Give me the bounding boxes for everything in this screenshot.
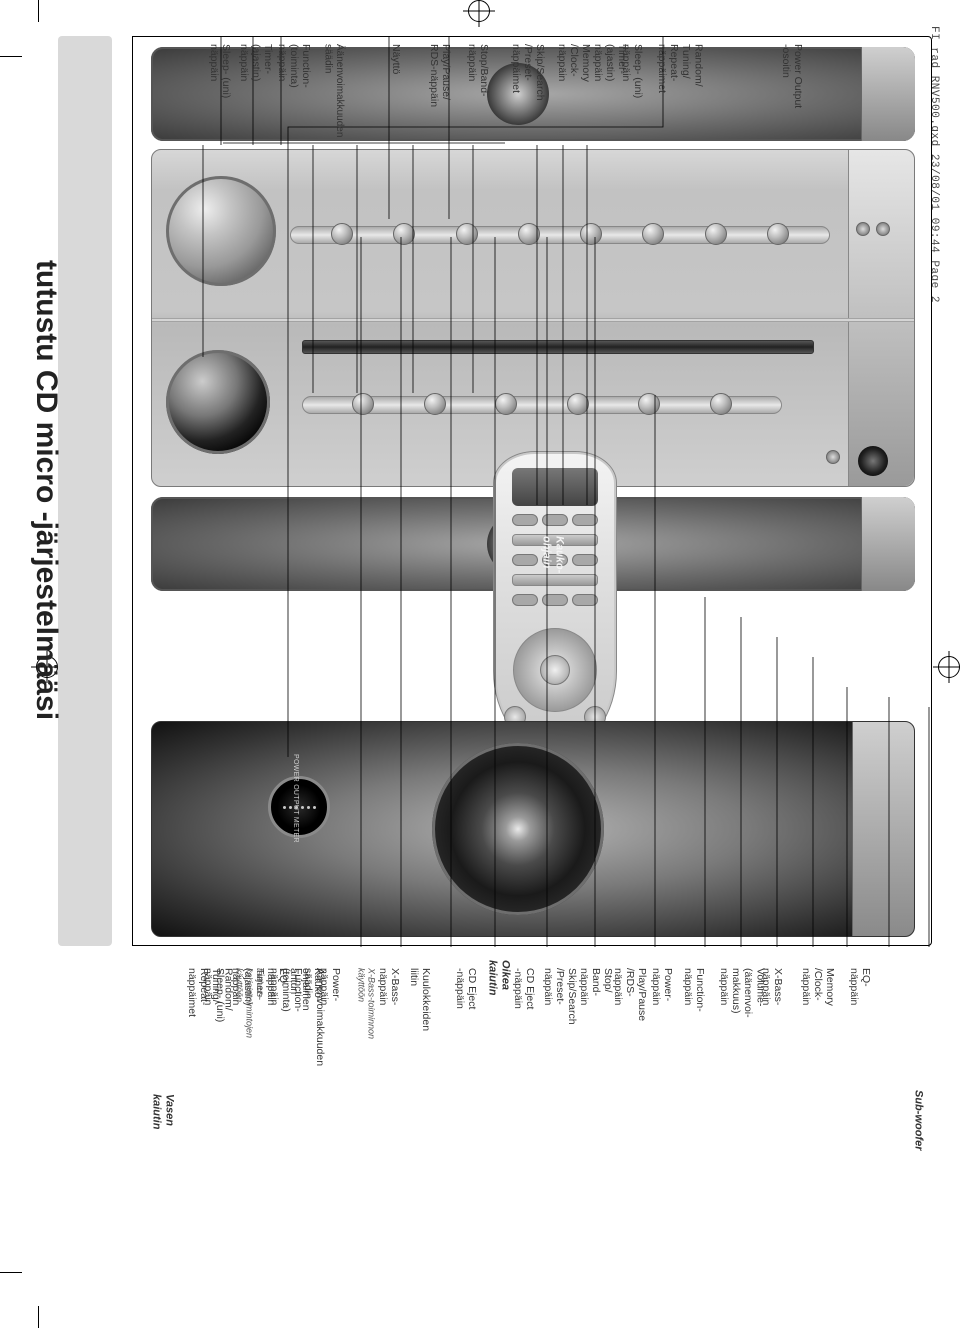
remote-button	[512, 514, 538, 526]
unit-button	[518, 223, 540, 245]
page-title: tutustu CD micro -järjestelmääsi	[29, 260, 63, 720]
label-stopband: Stop/Band-näppäin	[466, 44, 490, 97]
legend-remote: Kauko-ohjain	[540, 536, 565, 573]
remote-button	[512, 554, 538, 566]
legend-subwoofer: Sub-woofer	[912, 1090, 925, 1151]
label-r-skip: Skip/Search/Preset-näppäin	[542, 968, 578, 1025]
unit-button	[638, 393, 660, 415]
label-power: Power-näppäin	[318, 968, 342, 1005]
power-output-meter	[268, 776, 330, 838]
remote-lcd	[512, 468, 598, 506]
label-r-play: Play/Pause/RDS-näppäin	[612, 968, 648, 1021]
remote-button	[542, 514, 568, 526]
diagram-frame: POWER OUTPUT METER	[132, 36, 932, 946]
label-cd-eject: CD Eject-näppäin	[454, 968, 478, 1009]
label-eq-note: taajuus-korjaintoimintojenkäyttöön	[234, 968, 265, 1038]
title-background	[58, 36, 112, 946]
label-sleep2: Sleep- (uni)näppäin	[620, 44, 644, 98]
label-function: Function-(toiminta)näppäin	[276, 44, 312, 88]
label-r-stop: Stop/Band-näppäin	[578, 968, 614, 1005]
remote-control	[493, 451, 617, 751]
crop-mark	[0, 1272, 22, 1273]
label-r-cd-eject: CD Eject-näppäin	[512, 968, 536, 1009]
remote-dpad	[513, 628, 597, 712]
crop-mark	[0, 56, 22, 57]
unit-button	[331, 223, 353, 245]
unit-button	[580, 223, 602, 245]
registration-mark	[468, 0, 490, 22]
unit-button	[567, 393, 589, 415]
label-playpause: Play/Pause/RDS-näppäin	[428, 44, 452, 107]
unit-button	[710, 393, 732, 415]
label-random-b: Random/Tuning/Repeat-näppäimet	[186, 968, 234, 1017]
remote-button	[572, 594, 598, 606]
remote-bar	[512, 574, 598, 586]
meter-label: POWER OUTPUT METER	[292, 754, 299, 843]
label-xbass: X-Bass-näppäin X-Bass-toiminnonkäyttöön	[356, 968, 401, 1039]
unit-button	[495, 393, 517, 415]
remote-button	[512, 594, 538, 606]
woofer-cone	[432, 743, 604, 915]
label-r-function: Function-näppäin	[682, 968, 706, 1012]
sub-panel	[852, 722, 914, 936]
unit-button	[352, 393, 374, 415]
legend-right-speaker: Oikeakaiutin	[486, 960, 511, 995]
speaker-panel	[861, 497, 915, 591]
label-xbass-text: X-Bass-näppäin	[377, 968, 401, 1005]
dpad-center	[540, 655, 570, 685]
label-r-power: Power-näppäin	[650, 968, 674, 1005]
label-eq: EQ-näppäin taajuus-korjaintoimintojenkäy…	[234, 968, 289, 1038]
unit-button	[642, 223, 664, 245]
label-volume: Äänenvoimakkuudensäädin	[322, 44, 345, 137]
crop-mark	[38, 1306, 39, 1328]
remote-button	[572, 514, 598, 526]
unit-button	[705, 223, 727, 245]
label-headphones: Kuulokkeidenliitin	[408, 968, 432, 1031]
remote-row	[512, 594, 598, 606]
volume-knob	[166, 176, 276, 286]
label-r-memory: Memory/Clock-näppäin	[800, 968, 836, 1006]
unit-small-button	[876, 222, 890, 236]
main-unit	[151, 149, 915, 487]
button-strip-bottom	[302, 396, 782, 414]
label-eq-text: EQ-näppäin	[265, 968, 289, 1005]
unit-small-button	[856, 222, 870, 236]
display-knob	[166, 350, 270, 454]
sub-woofer: POWER OUTPUT METER	[151, 721, 915, 937]
unit-button	[456, 223, 478, 245]
headphone-jack	[858, 446, 888, 476]
unit-button	[767, 223, 789, 245]
label-skipsearch: Skip/Search/Preset-näppäimet	[510, 44, 546, 101]
registration-mark	[938, 656, 960, 678]
speaker-panel	[861, 47, 915, 141]
remote-button	[542, 594, 568, 606]
label-memory: Memory/Clock-näppäin	[556, 44, 592, 82]
unit-button	[424, 393, 446, 415]
button-strip-top	[290, 226, 830, 244]
label-poweroutput: Power Output-osoitin	[780, 44, 804, 108]
remote-button	[572, 554, 598, 566]
unit-divider	[152, 318, 914, 322]
legend-left-speaker: Vasenkaiutin	[150, 1094, 175, 1129]
cd-slot	[302, 340, 814, 354]
label-xbass-note: X-Bass-toiminnonkäyttöön	[356, 968, 377, 1039]
remote-row	[512, 514, 598, 526]
label-r-eq: EQ-näppäin	[848, 968, 872, 1005]
label-random: Random/Tuning/Repeat-näppäimet	[656, 44, 704, 93]
unit-small-button	[826, 450, 840, 464]
crop-mark	[38, 0, 39, 22]
label-r-volume: Volume-(äänenvoi-makkuus)näppäin	[718, 968, 766, 1018]
label-sleep: Sleep- (uni)näppäin	[208, 44, 232, 98]
label-display: Näyttö	[390, 44, 402, 74]
unit-button	[393, 223, 415, 245]
label-timer: Timer-(ajastin)näppäin	[238, 44, 274, 81]
label-r-xbass: X-Bass-näppäin	[760, 968, 784, 1005]
